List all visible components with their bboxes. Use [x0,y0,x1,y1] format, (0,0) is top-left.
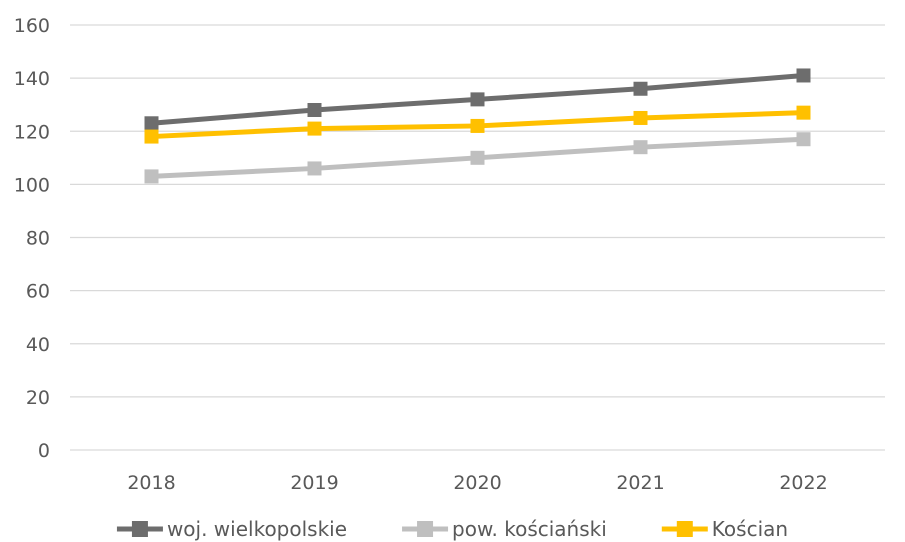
x-tick-label: 2019 [290,472,338,494]
data-point-marker [307,103,322,117]
series-0 [144,68,811,131]
legend-item: pow. kościański [402,517,607,541]
series-lines [144,68,811,184]
data-point-marker [633,81,648,96]
legend-item: Kościan [661,517,788,541]
y-tick-label: 100 [14,174,50,196]
y-tick-label: 120 [14,121,50,143]
data-point-marker [144,116,159,131]
x-axis-ticks: 2018 2019 2020 2021 2022 [127,472,827,494]
data-point-marker [307,161,322,176]
x-tick-label: 2022 [779,472,827,494]
legend-swatch-marker [676,521,693,537]
legend-label: woj. wielkopolskie [167,517,347,541]
data-point-marker [796,68,811,83]
legend-swatch-marker [417,521,434,537]
series-2 [144,105,811,144]
x-tick-label: 2018 [127,472,175,494]
data-point-marker [470,92,485,107]
data-point-marker [796,132,811,147]
y-tick-label: 20 [26,387,50,409]
legend: woj. wielkopolskie pow. kościański Kościan [116,517,788,541]
y-tick-label: 80 [26,228,50,250]
data-point-marker [633,140,648,155]
data-point-marker [144,169,159,184]
y-tick-label: 160 [14,15,50,37]
data-point-marker [144,129,159,144]
data-point-marker [633,110,648,125]
x-tick-label: 2021 [616,472,664,494]
y-axis-ticks: 0 20 40 60 80 100 120 140 160 [14,15,50,462]
data-point-marker [796,105,811,120]
y-tick-label: 40 [26,334,50,356]
y-tick-label: 60 [26,281,50,303]
series-1 [144,132,811,184]
legend-label: Kościan [712,517,788,541]
y-tick-label: 140 [14,68,50,90]
data-point-marker [470,118,485,133]
y-tick-label: 0 [38,440,50,462]
legend-swatch-marker [131,521,148,537]
data-point-marker [307,121,322,136]
legend-label: pow. kościański [452,517,607,541]
x-tick-label: 2020 [453,472,501,494]
gridlines [70,24,885,451]
legend-item: woj. wielkopolskie [116,517,347,541]
data-point-marker [470,150,485,165]
